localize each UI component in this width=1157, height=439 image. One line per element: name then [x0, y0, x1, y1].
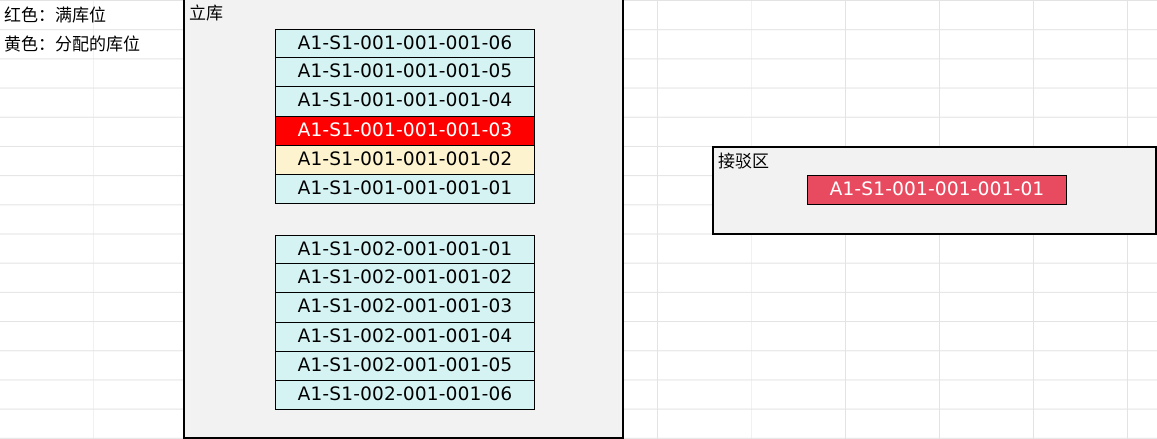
storage-slot-full[interactable]: A1-S1-001-001-001-03 — [275, 116, 535, 146]
storage-slot[interactable]: A1-S1-002-001-001-04 — [275, 322, 535, 352]
storage-slot-allocated[interactable]: A1-S1-001-001-001-02 — [275, 145, 535, 175]
dock-slot[interactable]: A1-S1-001-001-001-01 — [807, 175, 1067, 205]
legend-yellow: 黄色：分配的库位 — [4, 35, 140, 55]
storage-slot[interactable]: A1-S1-001-001-001-01 — [275, 174, 535, 205]
dock-panel: 接驳区 A1-S1-001-001-001-01 — [712, 146, 1157, 235]
storage-slot[interactable]: A1-S1-002-001-001-06 — [275, 380, 535, 411]
slot-group-001: A1-S1-001-001-001-06 A1-S1-001-001-001-0… — [275, 29, 535, 205]
storage-slot[interactable]: A1-S1-001-001-001-06 — [275, 29, 535, 59]
storage-slot[interactable]: A1-S1-002-001-001-02 — [275, 264, 535, 294]
storage-slot[interactable]: A1-S1-002-001-001-05 — [275, 351, 535, 381]
storage-slot[interactable]: A1-S1-001-001-001-05 — [275, 58, 535, 88]
warehouse-panel: 立库 A1-S1-001-001-001-06 A1-S1-001-001-00… — [183, 0, 624, 439]
storage-slot[interactable]: A1-S1-002-001-001-01 — [275, 235, 535, 265]
storage-slot[interactable]: A1-S1-001-001-001-04 — [275, 87, 535, 117]
legend-red: 红色：满库位 — [4, 6, 106, 26]
storage-slot[interactable]: A1-S1-002-001-001-03 — [275, 293, 535, 323]
warehouse-title: 立库 — [189, 4, 223, 24]
slot-group-002: A1-S1-002-001-001-01 A1-S1-002-001-001-0… — [275, 235, 535, 411]
dock-title: 接驳区 — [718, 152, 769, 172]
